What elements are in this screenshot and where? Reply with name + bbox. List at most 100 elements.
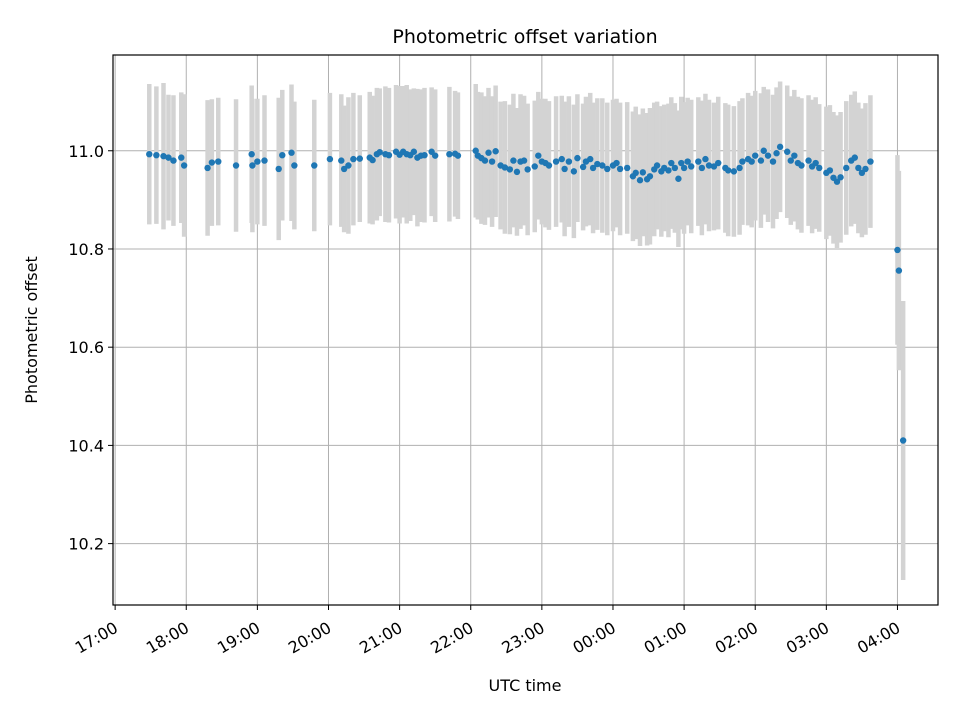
data-point [636, 177, 644, 184]
data-point [710, 163, 718, 170]
data-point [791, 152, 798, 159]
data-point [232, 162, 240, 169]
data-point [350, 155, 357, 163]
data-point [570, 168, 578, 175]
data-point [784, 148, 791, 155]
data-point [736, 164, 743, 172]
data-point [531, 163, 538, 170]
data-point [178, 154, 185, 161]
data-point [153, 151, 160, 159]
data-point [376, 149, 383, 156]
data-point [624, 164, 631, 172]
data-point [488, 158, 496, 165]
data-point [805, 157, 812, 164]
data-point [524, 166, 531, 173]
data-point [326, 155, 334, 163]
data-point [724, 167, 732, 174]
data-point [520, 157, 528, 164]
chart-title: Photometric offset variation [392, 26, 657, 48]
data-point [170, 157, 177, 164]
data-point [165, 154, 172, 161]
data-point [291, 162, 298, 169]
data-point [431, 152, 439, 159]
data-point [545, 162, 553, 169]
data-point [671, 164, 679, 172]
data-point [146, 150, 153, 158]
data-point [279, 151, 286, 159]
data-points [146, 143, 907, 444]
data-point [616, 165, 624, 173]
data-point [632, 169, 639, 177]
data-point [653, 162, 661, 169]
data-point [338, 157, 345, 164]
data-point [288, 149, 295, 156]
data-point [481, 157, 489, 164]
data-point [587, 155, 594, 163]
data-point [665, 167, 672, 174]
y-axis-label: Photometric offset [22, 256, 41, 404]
data-point [248, 150, 255, 158]
x-axis-label: UTC time [489, 676, 562, 695]
data-point [249, 162, 256, 169]
data-point [454, 152, 462, 159]
data-point [680, 164, 688, 172]
data-point [421, 151, 428, 159]
data-point [855, 164, 862, 172]
data-point [760, 147, 767, 154]
data-point [695, 158, 702, 165]
data-point [895, 267, 903, 274]
data-point [639, 169, 647, 176]
y-tick-label: 10.8 [68, 240, 104, 259]
data-point [604, 165, 611, 173]
y-tick-label: 10.4 [68, 436, 104, 455]
data-point [812, 159, 819, 167]
data-point [208, 159, 216, 166]
data-point [311, 162, 318, 169]
data-point [579, 163, 587, 171]
data-point [867, 158, 874, 165]
y-axis-ticks: 10.2 10.4 10.6 10.8 11.0 [68, 142, 113, 554]
data-point [589, 164, 597, 172]
data-point [798, 162, 805, 169]
data-point [678, 159, 685, 167]
data-point [561, 165, 568, 173]
data-point [843, 164, 850, 172]
data-point [180, 162, 188, 169]
data-point [558, 155, 565, 163]
data-point [748, 158, 755, 165]
plot-frame [112, 54, 939, 606]
data-point [594, 160, 601, 168]
data-point [369, 156, 376, 164]
data-point [816, 164, 823, 172]
data-point [574, 154, 581, 162]
data-point [275, 165, 282, 173]
data-point [776, 143, 784, 151]
data-point [535, 152, 542, 159]
data-point [340, 165, 348, 173]
data-point [752, 152, 759, 159]
data-point [160, 152, 167, 160]
data-point [261, 157, 268, 164]
data-point [757, 157, 765, 164]
data-point [764, 152, 772, 159]
data-point [787, 157, 794, 164]
data-point [552, 158, 560, 165]
data-point [769, 158, 777, 165]
data-point [739, 158, 746, 165]
data-point [599, 162, 606, 169]
data-point [899, 437, 907, 444]
data-point [837, 174, 844, 181]
data-point [446, 150, 453, 158]
data-point [345, 162, 352, 169]
data-point [510, 157, 517, 164]
data-point [472, 147, 479, 154]
data-point [705, 162, 713, 169]
data-point [410, 148, 418, 155]
data-point [826, 167, 834, 174]
data-point [356, 155, 363, 162]
data-point [565, 158, 573, 165]
data-point [646, 173, 654, 180]
data-point [506, 166, 514, 173]
data-point [688, 163, 695, 170]
data-point [675, 175, 682, 182]
